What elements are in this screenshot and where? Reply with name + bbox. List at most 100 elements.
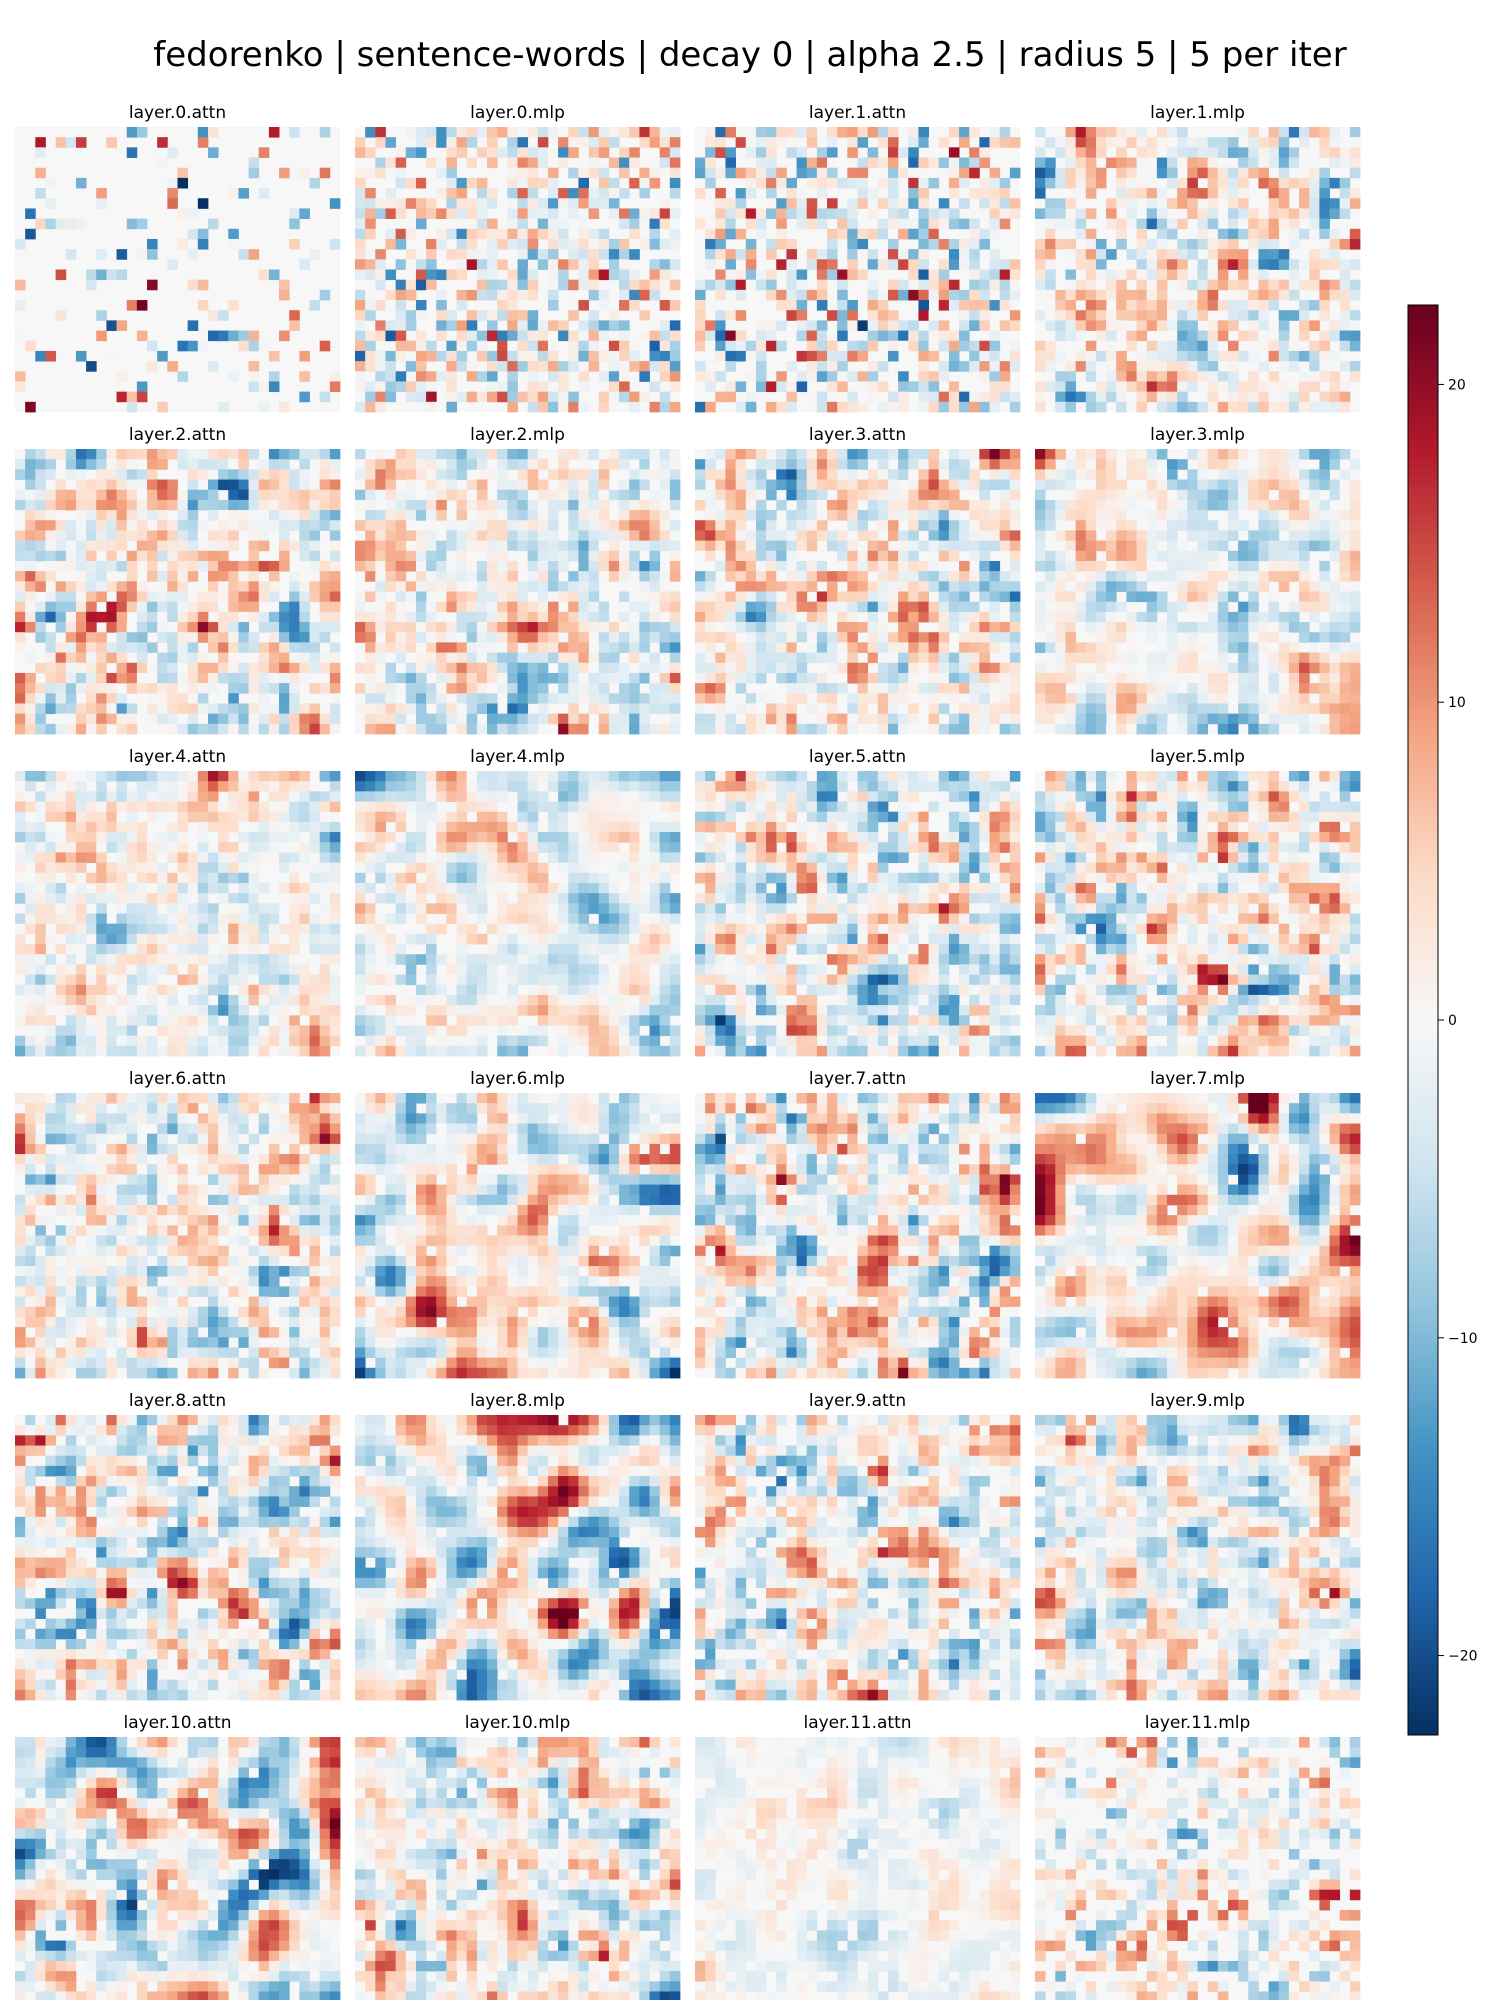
heatmap-cell [426, 530, 437, 542]
heatmap-cell [578, 530, 589, 542]
heatmap-cell [25, 571, 36, 582]
heatmap-cell [1065, 228, 1077, 240]
heatmap-cell [1075, 520, 1087, 531]
heatmap-cell [1009, 479, 1021, 491]
heatmap-cell [969, 350, 980, 362]
heatmap-cell [1095, 499, 1107, 511]
heatmap-cell [436, 350, 447, 362]
heatmap-cell [887, 218, 899, 230]
heatmap-cell [96, 469, 107, 480]
heatmap-cell [197, 560, 209, 572]
heatmap-cell [725, 449, 737, 460]
heatmap-cell [35, 713, 46, 725]
heatmap-cell [649, 381, 661, 393]
heatmap-cell [1238, 381, 1249, 393]
heatmap-cell [735, 137, 747, 148]
heatmap-cell [1187, 249, 1198, 260]
heatmap-cell [147, 560, 158, 572]
heatmap-cell [309, 479, 321, 491]
heatmap-cell [1197, 188, 1209, 199]
heatmap-cell [385, 167, 397, 179]
heatmap-cell [1288, 238, 1300, 250]
heatmap-cell [898, 279, 909, 291]
heatmap-cell [136, 489, 148, 501]
heatmap-cell [1045, 520, 1056, 531]
heatmap-cell [75, 540, 87, 552]
heatmap-cell [1288, 218, 1300, 230]
heatmap-cell [1177, 550, 1188, 562]
heatmap-cell [547, 320, 559, 331]
heatmap-cell [1329, 520, 1341, 531]
heatmap-cell [309, 530, 321, 542]
heatmap-cell [725, 320, 737, 331]
heatmap-cell [568, 188, 579, 199]
heatmap-cell [598, 713, 610, 725]
heatmap-cell [45, 560, 57, 572]
heatmap-cell [1126, 499, 1137, 511]
heatmap-cell [1116, 177, 1127, 189]
heatmap-cell [887, 713, 899, 725]
heatmap-cell [329, 238, 341, 250]
heatmap-cell [157, 510, 168, 521]
heatmap-cell [948, 479, 960, 491]
heatmap-cell [857, 662, 869, 674]
heatmap-cell [258, 642, 270, 653]
heatmap-cell [1035, 350, 1046, 362]
heatmap-cell [329, 683, 341, 694]
heatmap-cell [268, 622, 280, 633]
heatmap-cell [299, 632, 310, 643]
heatmap-cell [938, 320, 950, 331]
heatmap-cell [1156, 249, 1168, 260]
heatmap-cell [989, 642, 1001, 653]
heatmap-cell [405, 550, 417, 562]
heatmap-cell [776, 259, 787, 270]
heatmap-cell [426, 391, 437, 403]
heatmap-cell [649, 218, 661, 230]
heatmap-cell [375, 320, 386, 331]
heatmap-cell [385, 550, 397, 562]
heatmap-cell [517, 449, 529, 460]
heatmap-cell [1009, 520, 1021, 531]
heatmap-cell [969, 127, 980, 138]
heatmap-cell [1177, 300, 1188, 311]
heatmap-cell [517, 713, 529, 725]
heatmap-cell [715, 259, 726, 270]
heatmap-cell [1349, 489, 1361, 501]
heatmap-cell [1339, 320, 1351, 331]
heatmap-cell [1207, 571, 1219, 582]
heatmap-cell [578, 269, 589, 281]
heatmap-cell [1227, 218, 1239, 230]
heatmap-cell [405, 642, 417, 653]
heatmap-cell [959, 459, 970, 470]
heatmap-cell [268, 683, 280, 694]
heatmap-cell [948, 259, 960, 270]
heatmap-cell [248, 340, 260, 352]
heatmap-cell [1167, 167, 1178, 179]
heatmap-cell [766, 642, 777, 653]
heatmap-cell [598, 300, 610, 311]
heatmap-cell [385, 672, 397, 684]
heatmap-cell [857, 401, 869, 413]
heatmap-cell [816, 401, 828, 413]
heatmap-cell [659, 391, 671, 403]
heatmap-cell [487, 662, 498, 674]
heatmap-cell [608, 350, 620, 362]
heatmap-cell [725, 540, 737, 552]
heatmap-cell [1156, 601, 1168, 613]
heatmap-cell [1227, 147, 1239, 158]
heatmap-cell [248, 489, 260, 501]
heatmap-cell [1075, 489, 1087, 501]
heatmap-cell [969, 361, 980, 372]
heatmap-cell [857, 703, 869, 715]
heatmap-cell [1329, 479, 1341, 491]
heatmap-cell [588, 499, 600, 511]
heatmap-cell [979, 530, 990, 542]
heatmap-cell [319, 683, 331, 694]
heatmap-cell [1146, 391, 1158, 403]
heatmap-cell [309, 449, 321, 460]
heatmap-cell [735, 218, 747, 230]
heatmap-cell [329, 642, 341, 653]
heatmap-cell [877, 591, 889, 603]
heatmap-cell [898, 391, 909, 403]
heatmap-cell [669, 469, 681, 480]
